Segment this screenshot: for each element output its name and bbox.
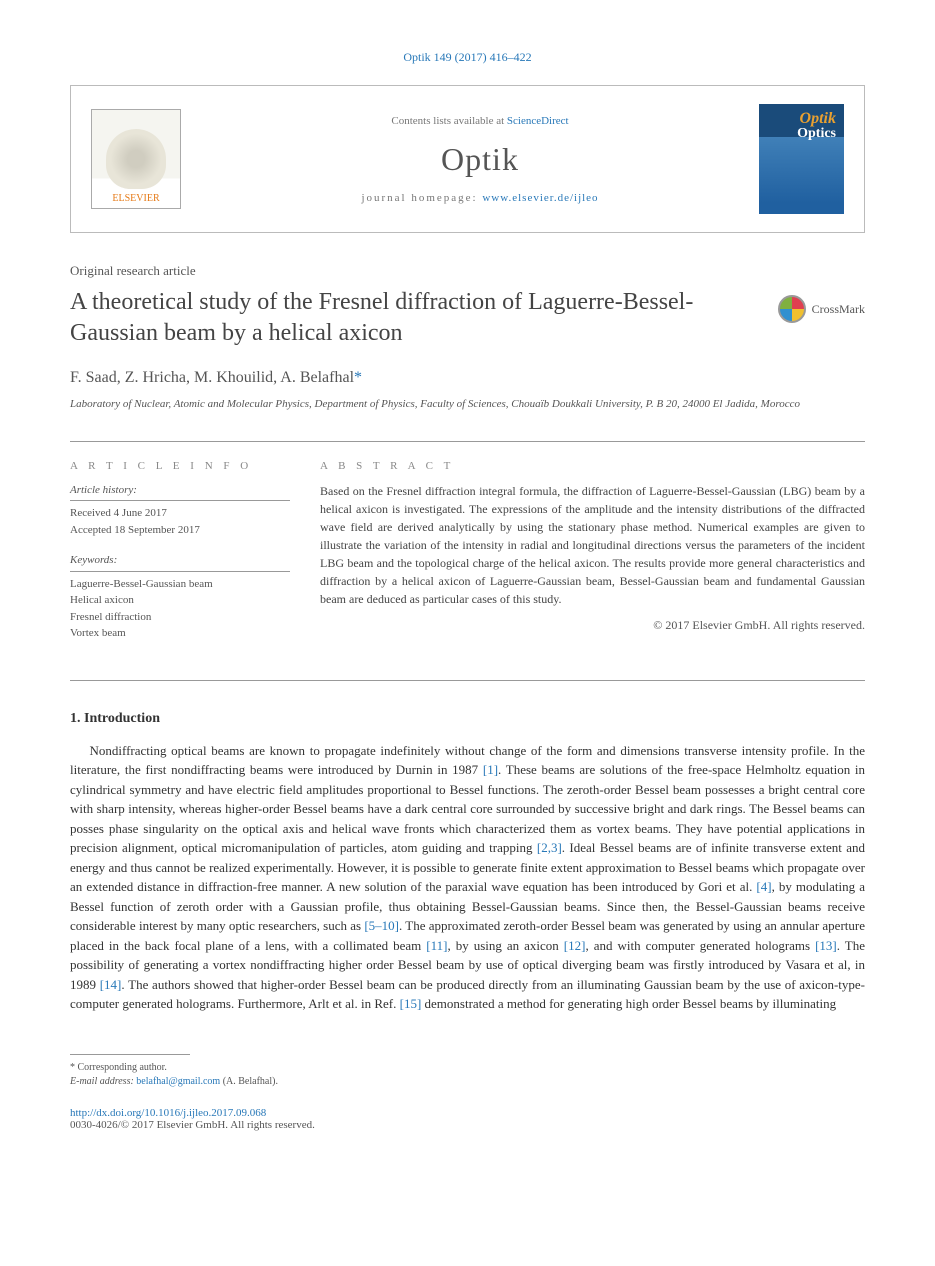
article-history: Article history: Received 4 June 2017 Ac…: [70, 482, 290, 539]
publisher-name: ELSEVIER: [112, 193, 159, 204]
citation-header[interactable]: Optik 149 (2017) 416–422: [70, 50, 865, 65]
keyword: Laguerre-Bessel-Gaussian beam: [70, 576, 290, 593]
publisher-logo[interactable]: ELSEVIER: [91, 109, 181, 209]
article-type: Original research article: [70, 263, 865, 279]
corresponding-mark: *: [354, 369, 362, 386]
history-label: Article history:: [70, 482, 290, 502]
journal-cover-thumbnail[interactable]: [759, 104, 844, 214]
keyword: Vortex beam: [70, 625, 290, 642]
header-center: Contents lists available at ScienceDirec…: [201, 115, 759, 204]
contents-prefix: Contents lists available at: [391, 115, 506, 127]
doi-link[interactable]: http://dx.doi.org/10.1016/j.ijleo.2017.0…: [70, 1107, 865, 1119]
keywords-block: Keywords: Laguerre-Bessel-Gaussian beam …: [70, 552, 290, 642]
keyword: Fresnel diffraction: [70, 609, 290, 626]
corresponding-footnote: * Corresponding author. E-mail address: …: [70, 1061, 865, 1089]
article-info-column: A R T I C L E I N F O Article history: R…: [70, 460, 290, 656]
footnote-separator: [70, 1054, 190, 1055]
authors-list: F. Saad, Z. Hricha, M. Khouilid, A. Bela…: [70, 369, 354, 386]
elsevier-tree-icon: [106, 129, 166, 189]
accepted-date: Accepted 18 September 2017: [70, 522, 290, 539]
email-line: E-mail address: belafhal@gmail.com (A. B…: [70, 1075, 865, 1089]
crossmark-badge[interactable]: CrossMark: [778, 295, 865, 323]
introduction-paragraph: Nondiffracting optical beams are known t…: [70, 741, 865, 1014]
homepage-prefix: journal homepage:: [361, 192, 482, 204]
abstract-copyright: © 2017 Elsevier GmbH. All rights reserve…: [320, 618, 865, 633]
issn-copyright: 0030-4026/© 2017 Elsevier GmbH. All righ…: [70, 1119, 865, 1131]
authors: F. Saad, Z. Hricha, M. Khouilid, A. Bela…: [70, 369, 865, 387]
journal-name: Optik: [201, 141, 759, 178]
divider-bottom: [70, 680, 865, 681]
received-date: Received 4 June 2017: [70, 505, 290, 522]
email-link[interactable]: belafhal@gmail.com: [136, 1076, 220, 1087]
email-suffix: (A. Belafhal).: [220, 1076, 278, 1087]
keyword: Helical axicon: [70, 592, 290, 609]
homepage-line: journal homepage: www.elsevier.de/ijleo: [201, 192, 759, 204]
sciencedirect-link[interactable]: ScienceDirect: [507, 115, 569, 127]
journal-header-box: ELSEVIER Contents lists available at Sci…: [70, 85, 865, 233]
keywords-label: Keywords:: [70, 552, 290, 572]
homepage-link[interactable]: www.elsevier.de/ijleo: [482, 192, 598, 204]
contents-line: Contents lists available at ScienceDirec…: [201, 115, 759, 127]
abstract-column: A B S T R A C T Based on the Fresnel dif…: [320, 460, 865, 656]
email-label: E-mail address:: [70, 1076, 136, 1087]
article-title: A theoretical study of the Fresnel diffr…: [70, 287, 758, 349]
section-heading: 1. Introduction: [70, 711, 865, 727]
abstract-text: Based on the Fresnel diffraction integra…: [320, 482, 865, 608]
corr-label: * Corresponding author.: [70, 1061, 865, 1075]
info-heading: A R T I C L E I N F O: [70, 460, 290, 472]
crossmark-label: CrossMark: [812, 302, 865, 317]
abstract-heading: A B S T R A C T: [320, 460, 865, 472]
crossmark-icon: [778, 295, 806, 323]
affiliation: Laboratory of Nuclear, Atomic and Molecu…: [70, 397, 865, 412]
